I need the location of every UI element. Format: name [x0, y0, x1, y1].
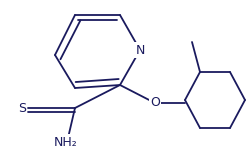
- Text: NH₂: NH₂: [54, 136, 78, 149]
- Text: O: O: [150, 97, 159, 110]
- Text: S: S: [18, 101, 26, 114]
- Text: N: N: [135, 43, 144, 56]
